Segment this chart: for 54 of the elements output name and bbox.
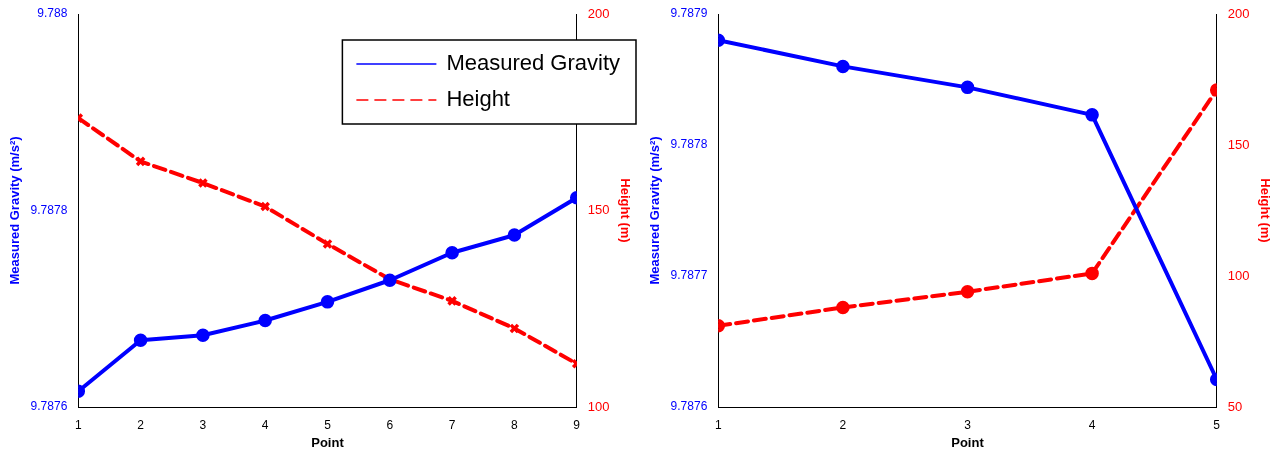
y2-tick-label: 150	[587, 202, 610, 218]
point	[509, 323, 520, 334]
x-tick-label: 4	[1088, 417, 1096, 432]
legend-label: Height	[446, 86, 510, 112]
point	[446, 295, 458, 307]
y2-tick-label: 50	[1227, 398, 1243, 414]
point	[197, 177, 209, 189]
y2-axis-title: Height (m)	[1257, 178, 1273, 243]
point	[836, 59, 850, 74]
y2-tick-label: 200	[587, 5, 610, 21]
point	[836, 300, 850, 315]
y2-tick-label: 100	[1227, 267, 1250, 283]
y-axis-title: Measured Gravity (m/s²)	[647, 136, 663, 285]
x-tick-label: 4	[261, 417, 269, 432]
y-tick-label: 9.788	[37, 6, 68, 21]
legend-label: Measured Gravity	[446, 50, 621, 76]
point	[1085, 266, 1099, 281]
y-tick-label: 9.7878	[30, 202, 68, 217]
y-tick-label: 9.7876	[670, 399, 708, 414]
y2-tick-label: 100	[587, 398, 610, 414]
point	[133, 333, 148, 347]
x-tick-label: 3	[964, 417, 972, 432]
y-axis-title: Measured Gravity (m/s²)	[7, 136, 23, 285]
x-axis-title: Point	[311, 434, 345, 450]
y2-axis-title: Height (m)	[617, 178, 633, 243]
point	[960, 80, 975, 95]
x-tick-label: 1	[714, 417, 722, 432]
x-tick-label: 5	[1213, 417, 1221, 432]
point	[445, 246, 459, 260]
point	[135, 156, 146, 167]
point	[507, 228, 522, 242]
x-tick-label: 1	[74, 417, 82, 432]
point	[196, 328, 210, 343]
x-tick-label: 2	[839, 417, 847, 432]
point	[960, 284, 975, 299]
y2-tick-label: 150	[1227, 136, 1250, 152]
x-tick-label: 2	[137, 417, 145, 432]
x-tick-label: 3	[199, 417, 207, 432]
y-tick-label: 9.7879	[670, 6, 708, 21]
x-tick-label: 5	[324, 417, 332, 432]
y-tick-label: 9.7877	[670, 268, 708, 283]
x-tick-label: 9	[573, 417, 581, 432]
point	[322, 238, 333, 250]
point	[259, 201, 271, 212]
x-tick-label: 8	[511, 417, 519, 432]
x-tick-label: 7	[448, 417, 456, 432]
point	[258, 313, 272, 328]
point	[1085, 108, 1099, 122]
x-tick-label: 6	[386, 417, 394, 432]
y2-tick-label: 200	[1227, 5, 1250, 21]
y-tick-label: 9.7878	[670, 137, 708, 152]
point	[320, 295, 335, 309]
y-tick-label: 9.7876	[30, 399, 68, 414]
x-axis-title: Point	[951, 434, 985, 450]
